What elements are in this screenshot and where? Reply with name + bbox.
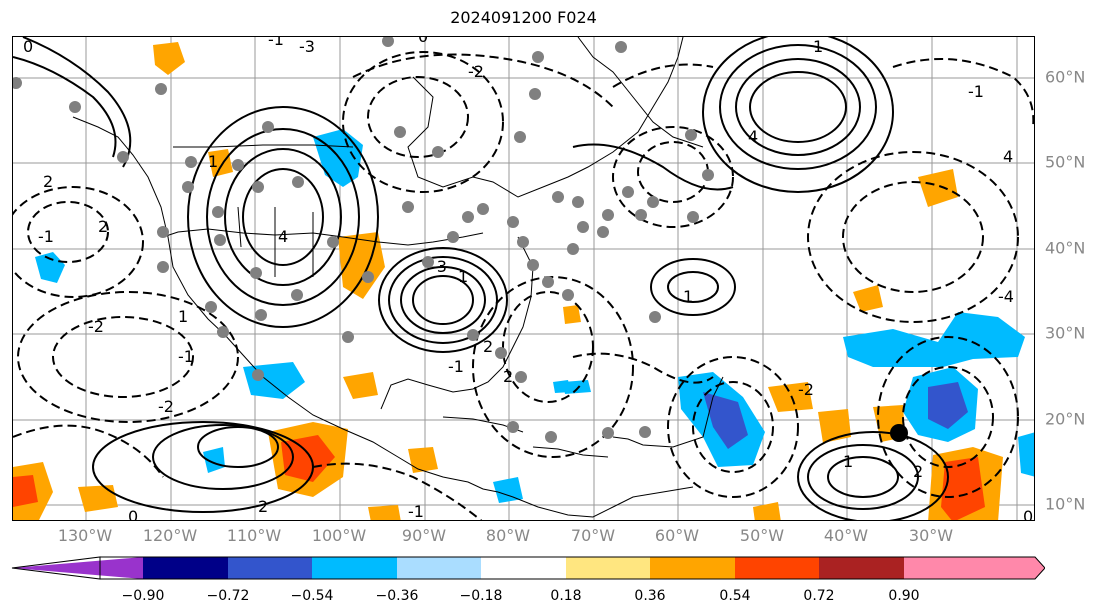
colorbar-segment [904, 557, 1045, 579]
contour-label: 4 [748, 127, 758, 146]
lat-label: 50°N [1045, 152, 1086, 172]
colorbar-tick-label: −0.90 [121, 588, 165, 604]
contour-label: -1 [178, 347, 194, 366]
colorbar-segment [12, 557, 143, 579]
contour-label: 1 [813, 37, 823, 56]
lon-label: 80°W [485, 526, 531, 545]
colorbar-tick-label: 0.90 [888, 588, 920, 604]
contour-label: 0 [128, 507, 138, 521]
colorbar-tick-label: 0.54 [719, 588, 751, 604]
map-canvas: 0 -1 2 -3 4 1 -2 0 2 -1 -2 -1 1 -2 2 0 -… [13, 37, 1034, 521]
colorbar-tick-label: −0.54 [290, 588, 334, 604]
lon-label: 120°W [142, 526, 198, 545]
contour-label: -2 [158, 397, 174, 416]
contour-label: 2 [43, 172, 53, 191]
contour-label: 4 [278, 227, 288, 246]
contour-label: 1 [208, 152, 218, 171]
colorbar-segment [566, 557, 650, 579]
lon-label: 50°W [739, 526, 785, 545]
lon-label: 90°W [401, 526, 447, 545]
contour-label: -1 [448, 357, 464, 376]
colorbar-tick-label: 0.36 [634, 588, 666, 604]
contour-label: 0 [418, 37, 428, 46]
colorbar-segment [228, 557, 312, 579]
colorbar-tick-label: −0.18 [459, 588, 503, 604]
lon-label: 30°W [908, 526, 954, 545]
contour-label: -1 [38, 227, 54, 246]
lon-label: 130°W [57, 526, 113, 545]
contour-label: -3 [431, 257, 447, 276]
contour-label: 2 [483, 337, 493, 356]
contour-label: 1 [843, 452, 853, 471]
contour-label: -3 [299, 37, 315, 56]
colorbar-segment [143, 557, 228, 579]
colorbar-segment [481, 557, 566, 579]
shaded-field-areas [13, 42, 1034, 520]
contours-positive [13, 37, 949, 520]
contour-label: 4 [1003, 147, 1013, 166]
contour-label: -2 [468, 62, 484, 81]
lon-label: 40°W [823, 526, 869, 545]
lat-label: 10°N [1045, 494, 1086, 514]
lon-label: 60°W [654, 526, 700, 545]
contour-label: 1 [458, 267, 468, 286]
contour-label: 0 [23, 37, 33, 56]
station-markers [13, 37, 714, 443]
contour-label: -1 [968, 82, 984, 101]
contour-label: 2 [258, 497, 268, 516]
lon-label: 70°W [570, 526, 616, 545]
colorbar-segment [397, 557, 481, 579]
colorbar-tick-label: −0.36 [375, 588, 419, 604]
contour-label: -1 [408, 502, 424, 521]
contour-label: 0 [1023, 507, 1033, 521]
coastlines [72, 37, 724, 518]
lon-label: 100°W [311, 526, 367, 545]
contour-label: 1 [683, 287, 693, 306]
contour-label: 2 [98, 217, 108, 236]
contour-label: -2 [88, 317, 104, 336]
contour-labels: 0 -1 2 -3 4 1 -2 0 2 -1 -2 -1 1 -2 2 0 -… [23, 37, 1033, 521]
map-title: 2024091200 F024 [450, 8, 597, 27]
contour-label: -4 [998, 287, 1014, 306]
colorbar-tick-label: −0.72 [206, 588, 250, 604]
lat-lon-grid [13, 37, 1034, 520]
contour-label: 2 [503, 367, 513, 386]
colorbar [11, 556, 1045, 580]
map-panel[interactable]: 0 -1 2 -3 4 1 -2 0 2 -1 -2 -1 1 -2 2 0 -… [12, 36, 1035, 521]
contour-label: -1 [268, 37, 284, 49]
colorbar-segment [312, 557, 397, 579]
lat-label: 30°N [1045, 323, 1086, 343]
colorbar-tick-label: 0.18 [550, 588, 582, 604]
lat-label: 60°N [1045, 67, 1086, 87]
lon-label: 110°W [226, 526, 282, 545]
contour-label: -2 [798, 380, 814, 399]
storm-position-marker [890, 424, 908, 442]
lat-label: 40°N [1045, 238, 1086, 258]
lat-label: 20°N [1045, 409, 1086, 429]
contours-negative [13, 51, 1034, 520]
colorbar-segment [735, 557, 819, 579]
colorbar-segment [819, 557, 904, 579]
colorbar-tick-label: 0.72 [803, 588, 835, 604]
colorbar-segment [650, 557, 735, 579]
contour-label: 2 [913, 462, 923, 481]
contour-label: 1 [178, 307, 188, 326]
